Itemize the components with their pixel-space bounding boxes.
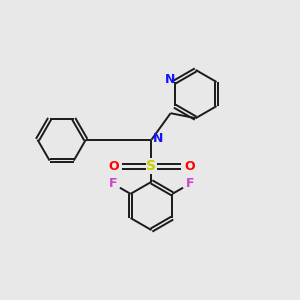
- Text: O: O: [184, 160, 195, 173]
- Text: F: F: [186, 177, 194, 190]
- Text: O: O: [108, 160, 119, 173]
- Text: S: S: [146, 159, 157, 173]
- Text: N: N: [165, 73, 175, 86]
- Text: F: F: [109, 177, 117, 190]
- Text: N: N: [153, 132, 163, 145]
